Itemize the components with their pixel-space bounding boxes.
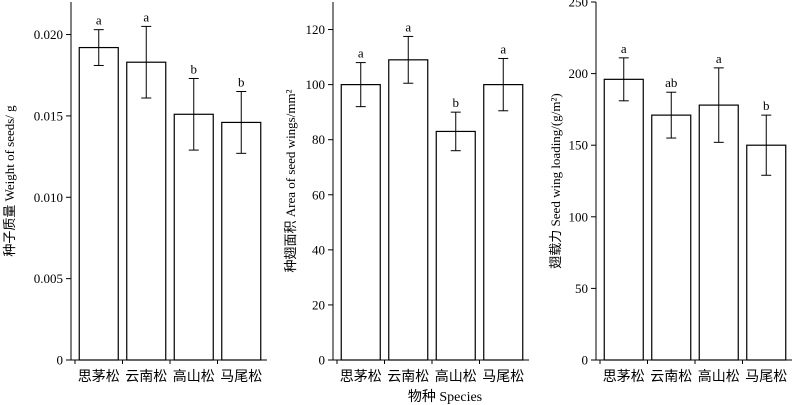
y-axis-label: 翅载力 Seed wing loading/(g/m²)	[548, 93, 563, 268]
y-tick-label: 100	[306, 77, 326, 92]
x-category-label: 马尾松	[220, 369, 262, 385]
bar	[340, 84, 381, 361]
significance-label: a	[716, 51, 722, 66]
bar	[221, 121, 262, 361]
y-tick-label: 0.010	[34, 190, 63, 205]
significance-label: b	[238, 75, 245, 90]
x-category-label: 云南松	[650, 369, 692, 385]
significance-label: a	[358, 46, 364, 61]
x-category-label: 高山松	[698, 368, 740, 385]
bar	[388, 59, 429, 361]
y-tick-label: 250	[569, 0, 589, 10]
panel-wing-area: 0 20 40 60 80 100 120 种翅面积 Area of seed wings/m…	[283, 2, 529, 385]
y-tick-label: 0	[319, 353, 326, 368]
significance-label: a	[500, 41, 506, 56]
significance-label: b	[191, 61, 198, 76]
panel-seed-weight: 0 0.005 0.010 0.015 0.020 种子质量 Weight of seed…	[2, 2, 267, 385]
x-category-label: 高山松	[435, 368, 477, 385]
x-category-label: 马尾松	[482, 369, 524, 385]
y-axis-label: 种翅面积 Area of seed wings/mm²	[283, 89, 298, 272]
y-tick-label: 120	[306, 22, 326, 37]
y-tick-label: 0	[582, 353, 589, 368]
y-tick-label: 0.015	[34, 108, 63, 123]
y-tick-label: 0	[57, 353, 64, 368]
y-tick-label: 0.020	[34, 27, 63, 42]
x-category-label: 云南松	[387, 369, 429, 385]
x-category-label: 云南松	[125, 369, 167, 385]
bar	[126, 61, 167, 361]
significance-label: b	[763, 98, 770, 113]
significance-label: a	[405, 19, 411, 34]
panel-wing-loading: 0 50 100 150 200 250 翅载力 Seed wing loading/(g/…	[548, 0, 792, 385]
x-category-label: 思茅松	[340, 369, 382, 385]
bar	[603, 78, 644, 361]
bar	[173, 113, 214, 361]
bar	[78, 46, 119, 361]
significance-label: a	[96, 13, 102, 28]
bar	[483, 84, 524, 361]
bar	[435, 130, 476, 361]
y-tick-label: 60	[312, 187, 325, 202]
y-tick-label: 40	[312, 242, 325, 257]
significance-label: a	[143, 9, 149, 24]
y-tick-label: 50	[575, 281, 588, 296]
y-tick-label: 200	[569, 66, 589, 81]
y-tick-label: 80	[312, 132, 325, 147]
y-axis-label: 种子质量 Weight of seeds/ g	[2, 105, 17, 257]
bar	[651, 114, 692, 361]
y-tick-label: 150	[569, 138, 589, 153]
y-tick-label: 0.005	[34, 271, 63, 286]
significance-label: a	[621, 41, 627, 56]
x-category-label: 思茅松	[78, 369, 120, 385]
shared-x-axis-label: 物种 Species	[408, 389, 482, 405]
significance-label: ab	[665, 75, 677, 90]
bar	[698, 104, 739, 361]
significance-label: b	[453, 95, 460, 110]
x-category-label: 思茅松	[603, 369, 645, 385]
y-tick-label: 100	[569, 209, 589, 224]
x-category-label: 高山松	[173, 368, 215, 385]
y-tick-label: 20	[312, 297, 325, 312]
x-category-label: 马尾松	[745, 369, 787, 385]
bar	[746, 144, 787, 361]
